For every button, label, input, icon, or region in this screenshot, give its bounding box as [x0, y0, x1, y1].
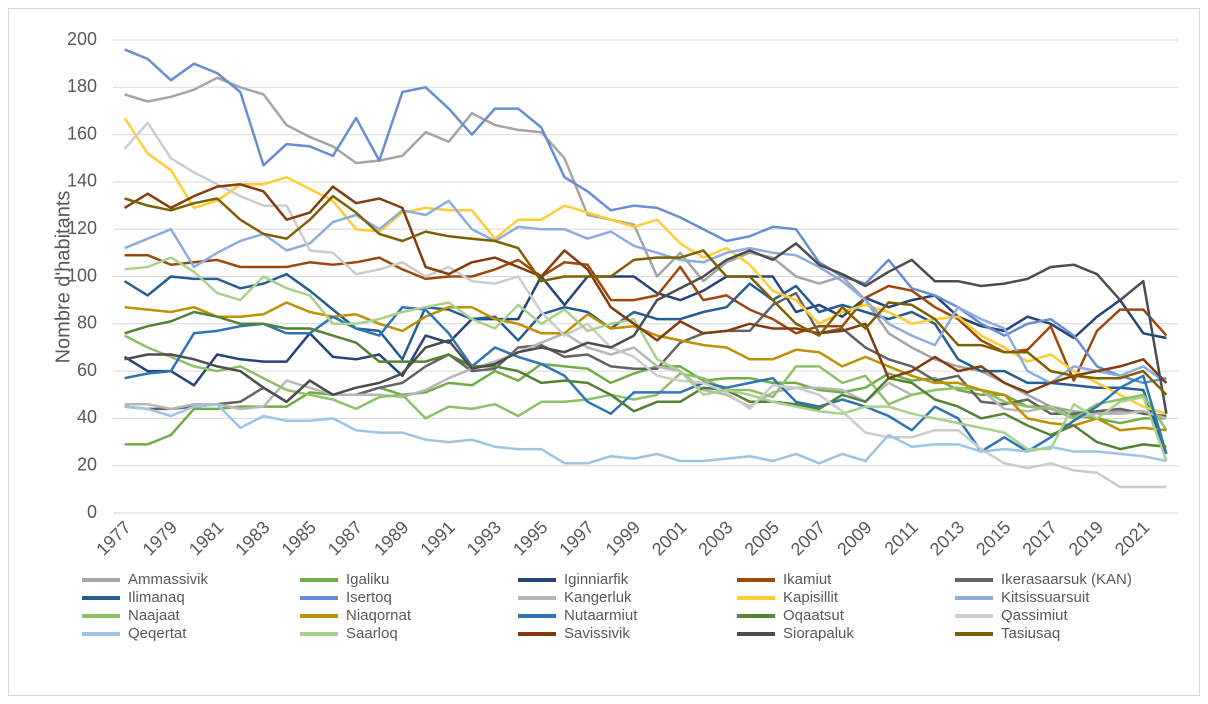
legend-label: Nutaarmiut: [564, 607, 638, 624]
legend-label: Oqaatsut: [783, 607, 845, 624]
legend-label: Saarloq: [346, 625, 398, 642]
legend-label: Qeqertat: [128, 625, 187, 642]
series-line: [124, 310, 1167, 451]
legend-label: Siorapaluk: [783, 625, 854, 642]
series-line: [124, 253, 1168, 382]
y-tick-label: 80: [77, 313, 97, 333]
series-line: [123, 272, 1168, 455]
legend-label: Ilimanaq: [128, 589, 185, 606]
series-line: [124, 402, 1167, 465]
y-tick-label: 200: [67, 29, 97, 49]
y-tick-label: 100: [67, 265, 97, 285]
y-tick-label: 160: [67, 123, 97, 143]
legend-label: Kapisillit: [783, 589, 839, 606]
legend-label: Qassimiut: [1001, 607, 1069, 624]
y-tick-label: 0: [87, 502, 97, 522]
series-line: [124, 242, 1168, 414]
legend-label: Savissivik: [564, 625, 630, 642]
legend-label: Naajaat: [128, 607, 181, 624]
legend-label: Ikerasaarsuk (KAN): [1001, 571, 1132, 588]
y-tick-label: 120: [67, 218, 97, 238]
legend-label: Kangerluk: [564, 589, 632, 606]
series-line: [124, 332, 1167, 420]
series-line: [124, 305, 1168, 455]
y-tick-label: 140: [67, 171, 97, 191]
y-axis-label: Nombre d'habitants: [52, 191, 74, 364]
y-tick-label: 180: [67, 76, 97, 96]
y-tick-label: 60: [77, 360, 97, 380]
series-line: [124, 48, 1167, 385]
legend-label: Ikamiut: [783, 571, 832, 588]
legend-label: Kitsissuarsuit: [1001, 589, 1090, 606]
series-line: [124, 256, 1168, 462]
legend-label: Niaqornat: [346, 607, 412, 624]
legend-label: Tasiusaq: [1001, 625, 1060, 642]
legend-label: Iginniarfik: [564, 571, 629, 588]
series-line: [123, 117, 1167, 415]
y-tick-label: 20: [77, 454, 97, 474]
legend-label: Ammassivik: [128, 571, 209, 588]
y-tick-label: 40: [77, 407, 97, 427]
series-line: [123, 183, 1168, 394]
legend-label: Isertoq: [346, 589, 392, 606]
series-line: [124, 199, 1168, 385]
series-line: [124, 194, 1168, 396]
legend-label: Igaliku: [346, 571, 389, 588]
